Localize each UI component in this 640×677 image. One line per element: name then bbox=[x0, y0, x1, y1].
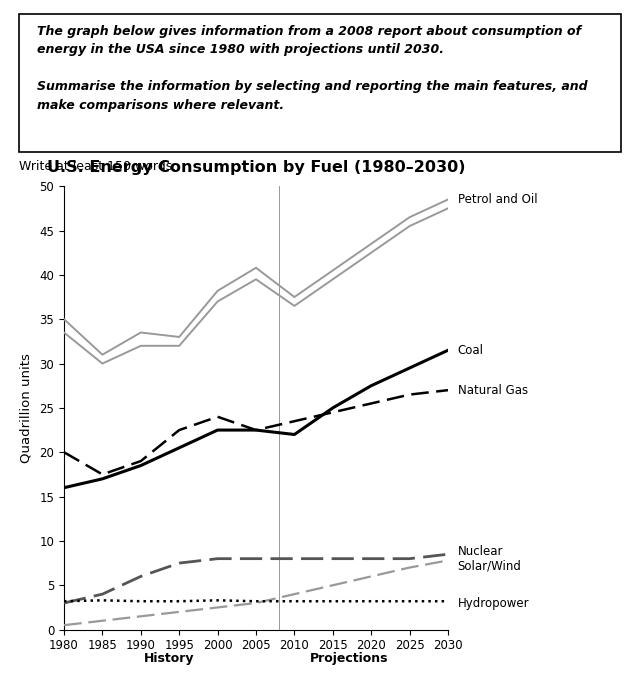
Text: Projections: Projections bbox=[310, 652, 388, 665]
Text: Natural Gas: Natural Gas bbox=[458, 384, 528, 397]
Text: Coal: Coal bbox=[458, 344, 484, 357]
Text: Solar/Wind: Solar/Wind bbox=[458, 559, 522, 572]
Y-axis label: Quadrillion units: Quadrillion units bbox=[19, 353, 33, 463]
Text: Write at least 150 words.: Write at least 150 words. bbox=[19, 160, 177, 173]
Text: History: History bbox=[145, 652, 195, 665]
FancyBboxPatch shape bbox=[19, 14, 621, 152]
Text: Petrol and Oil: Petrol and Oil bbox=[458, 193, 537, 206]
Text: Nuclear: Nuclear bbox=[458, 545, 503, 558]
Text: The graph below gives information from a 2008 report about consumption of
energy: The graph below gives information from a… bbox=[37, 24, 588, 112]
Text: Hydropower: Hydropower bbox=[458, 596, 529, 609]
Title: U.S. Energy Consumption by Fuel (1980–2030): U.S. Energy Consumption by Fuel (1980–20… bbox=[47, 160, 465, 175]
